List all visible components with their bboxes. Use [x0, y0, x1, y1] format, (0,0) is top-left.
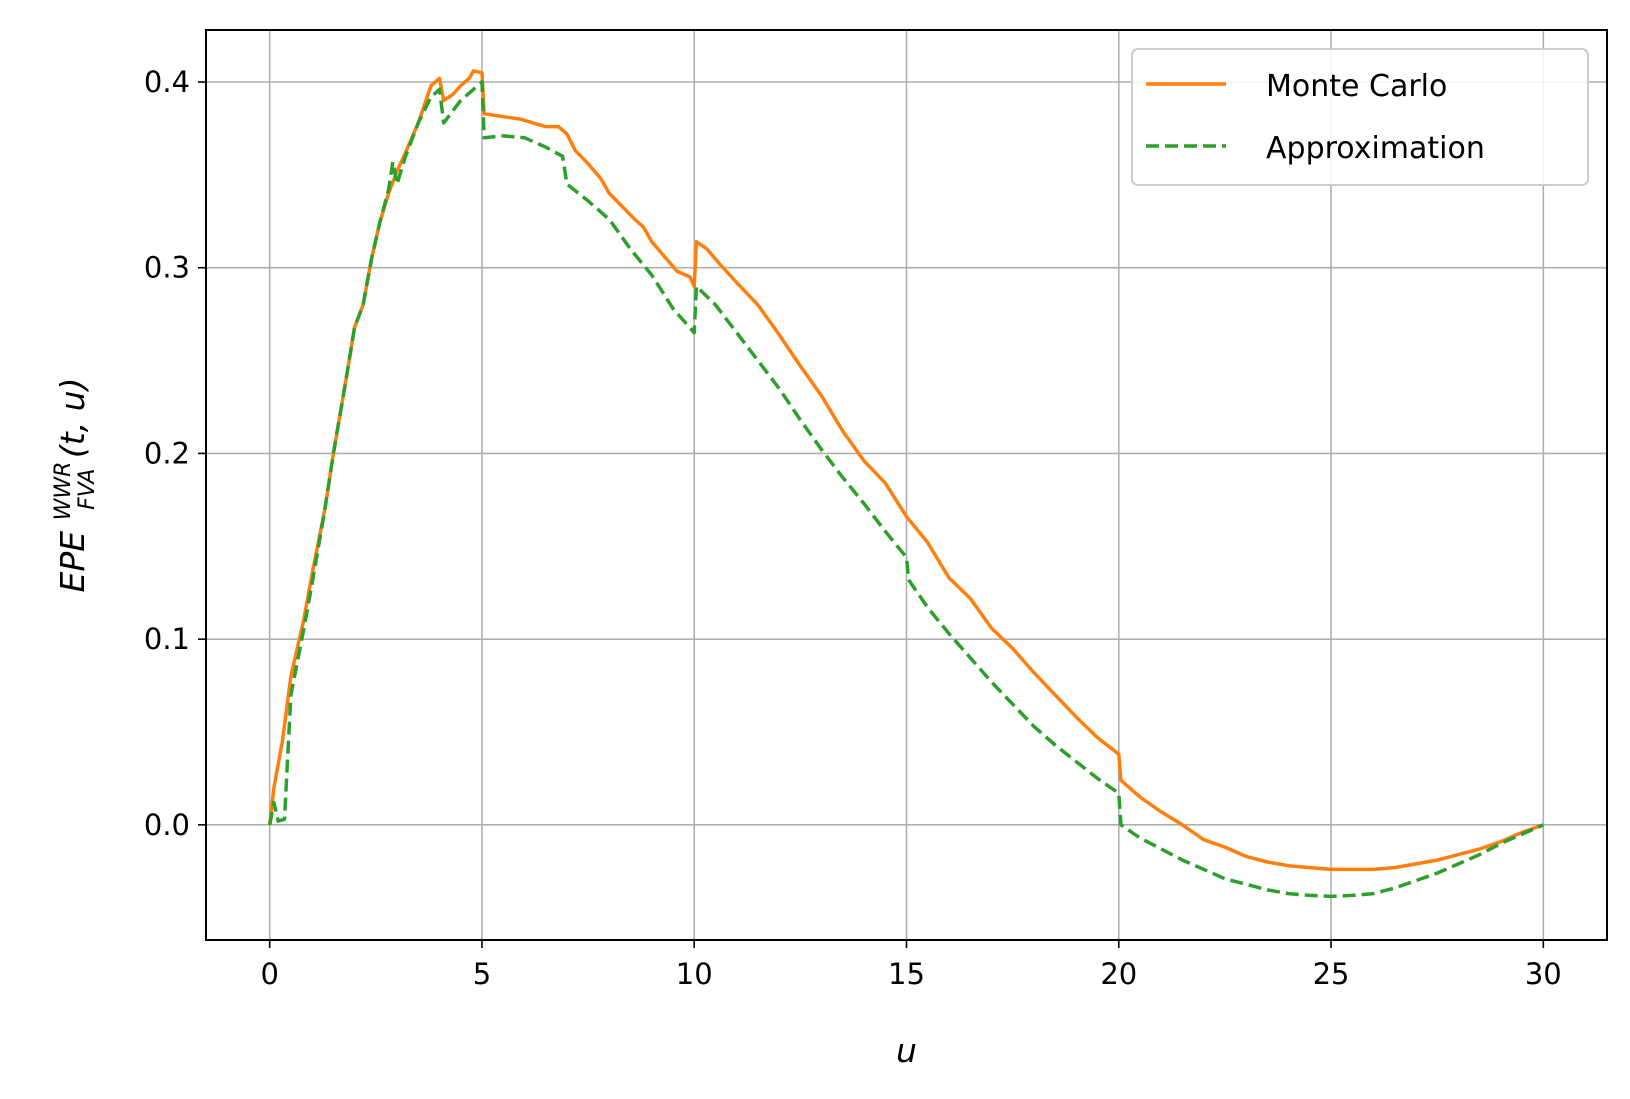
y-tick-label: 0.0	[144, 808, 190, 842]
ticks: 0 5 10 15 20 25 30 0.0 0.1 0.2 0.3 0.4	[144, 65, 1562, 991]
grid	[206, 30, 1607, 940]
y-axis-label-suffix: (t, u)	[53, 378, 92, 459]
legend-box	[1131, 48, 1589, 186]
x-axis-label: u	[896, 1031, 917, 1070]
x-tick-label: 20	[1100, 957, 1137, 991]
legend-label-approximation: Approximation	[1266, 131, 1485, 166]
y-axis-label-base: EPE	[53, 531, 92, 593]
x-tick-label: 10	[676, 957, 713, 991]
series-line-monte-carlo	[267, 69, 1544, 872]
legend: Monte Carlo Approximation	[1131, 48, 1589, 186]
y-tick-label: 0.3	[144, 251, 190, 285]
series-layer	[267, 69, 1544, 899]
x-tick-label: 0	[260, 957, 278, 991]
x-tick-label: 30	[1525, 957, 1562, 991]
y-axis-label-subscript: FVA	[75, 469, 100, 510]
series-line-approximation	[267, 80, 1544, 899]
x-tick-label: 15	[888, 957, 925, 991]
y-axis-label-superscript: WWR	[51, 462, 76, 521]
x-tick-label: 25	[1313, 957, 1350, 991]
y-axis-label: EPE WWR FVA (t, u)	[39, 378, 102, 593]
y-tick-label: 0.2	[144, 436, 190, 470]
y-tick-label: 0.1	[144, 622, 190, 656]
x-tick-label: 5	[473, 957, 491, 991]
legend-label-monte-carlo: Monte Carlo	[1266, 69, 1447, 104]
y-tick-label: 0.4	[144, 65, 190, 99]
